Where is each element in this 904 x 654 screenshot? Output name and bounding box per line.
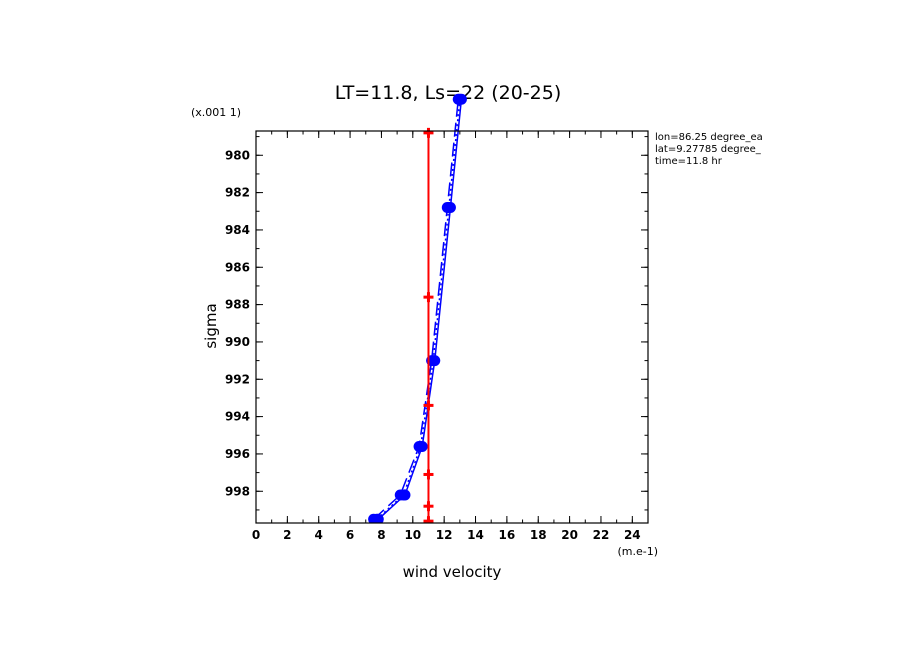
- x-tick-label: 16: [499, 528, 516, 542]
- x-tick-label: 6: [346, 528, 354, 542]
- y-tick-label: 988: [225, 298, 250, 312]
- data-point: [427, 355, 439, 367]
- y-tick-label: 982: [225, 186, 250, 200]
- x-tick-label: 0: [252, 528, 260, 542]
- y-tick-label: 998: [225, 484, 250, 498]
- y-tick-label: 980: [225, 148, 250, 162]
- x-tick-label: 20: [561, 528, 578, 542]
- data-point: [454, 93, 466, 105]
- x-unit-label: (m.e-1): [617, 545, 658, 558]
- plot-frame: [255, 130, 649, 524]
- y-tick-label: 996: [225, 447, 250, 461]
- x-tick-label: 8: [377, 528, 385, 542]
- y-tick-label: 984: [225, 223, 250, 237]
- x-tick-label: 12: [436, 528, 453, 542]
- x-tick-label: 2: [283, 528, 291, 542]
- chart-title: LT=11.8, Ls=22 (20-25): [335, 82, 562, 104]
- y-tick-label: 994: [225, 410, 250, 424]
- y-tick-label: 986: [225, 260, 250, 274]
- data-point: [443, 202, 455, 214]
- x-tick-label: 14: [467, 528, 484, 542]
- x-tick-label: 10: [404, 528, 421, 542]
- x-axis-label: wind velocity: [403, 563, 502, 581]
- data-point: [371, 513, 383, 523]
- series-line: [376, 99, 461, 520]
- y-unit-label: (x.001 1): [191, 106, 241, 119]
- info-line: lon=86.25 degree_ea: [655, 132, 763, 143]
- data-point: [415, 440, 427, 452]
- data-series: [368, 93, 467, 523]
- y-axis-label: sigma: [202, 303, 220, 348]
- x-tick-label: 18: [530, 528, 547, 542]
- x-tick-label: 4: [315, 528, 323, 542]
- y-tick-label: 990: [225, 335, 250, 349]
- data-point: [397, 489, 409, 501]
- info-line: lat=9.27785 degree_: [655, 144, 762, 155]
- y-tick-label: 992: [225, 372, 250, 386]
- series-line: [377, 99, 463, 520]
- info-line: time=11.8 hr: [655, 156, 723, 167]
- x-tick-label: 22: [593, 528, 610, 542]
- series-line: [373, 99, 460, 520]
- x-tick-label: 24: [624, 528, 641, 542]
